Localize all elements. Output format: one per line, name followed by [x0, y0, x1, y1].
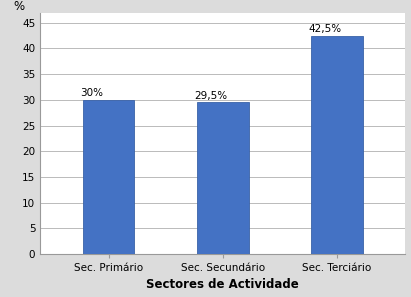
Bar	[197, 102, 249, 254]
Bar	[83, 100, 134, 254]
Bar	[311, 36, 363, 254]
Text: 30%: 30%	[81, 88, 104, 98]
Y-axis label: %: %	[14, 0, 25, 12]
Text: 42,5%: 42,5%	[309, 24, 342, 34]
Text: 29,5%: 29,5%	[194, 91, 228, 101]
X-axis label: Sectores de Actividade: Sectores de Actividade	[146, 279, 299, 291]
